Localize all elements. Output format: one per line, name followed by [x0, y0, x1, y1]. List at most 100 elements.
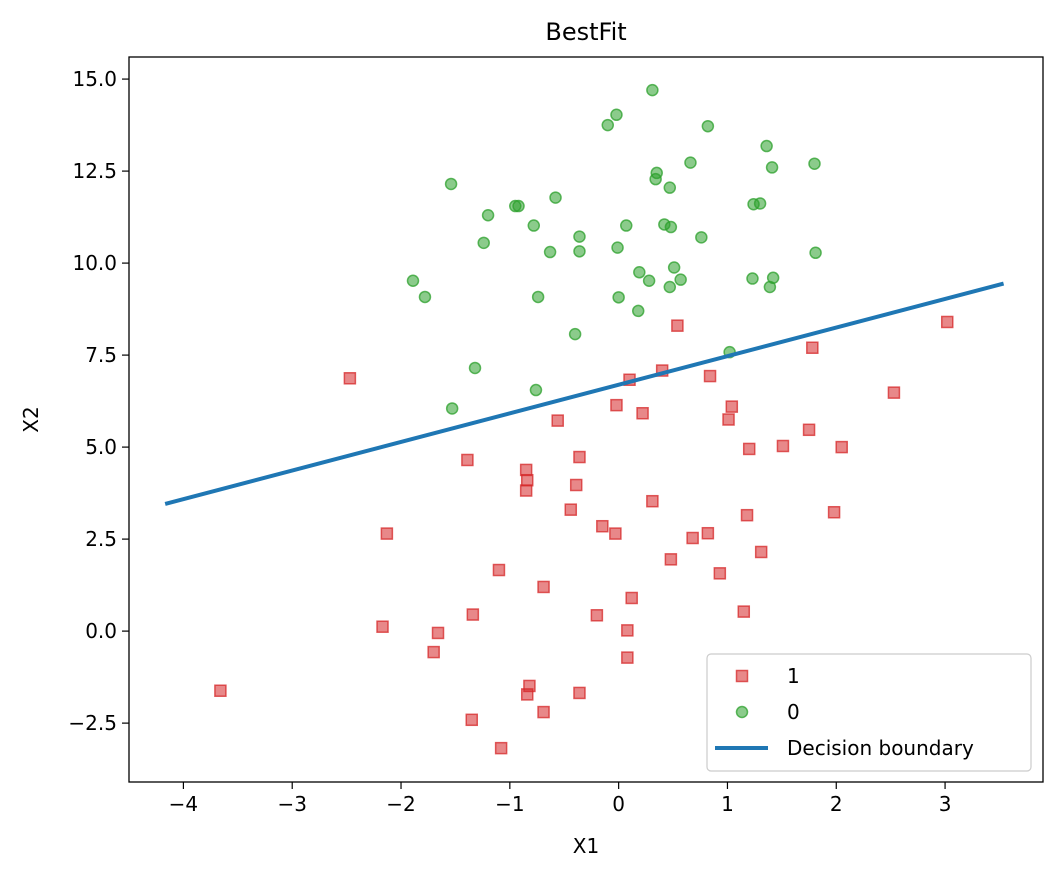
class-0-point	[481, 208, 495, 222]
plot-frame	[128, 56, 1044, 783]
class-1-point	[835, 440, 848, 454]
class-1-point	[551, 414, 564, 427]
class-1-point	[621, 624, 634, 637]
legend-square-swatch	[735, 669, 749, 683]
class-0-point	[527, 219, 541, 232]
class-0-point	[531, 290, 545, 304]
class-0-point	[445, 402, 459, 415]
class-1-point	[664, 553, 678, 566]
class-1-point	[742, 442, 756, 456]
class-0-point	[477, 236, 490, 250]
class-1-point	[596, 519, 609, 533]
x-tick-label: −1	[495, 792, 524, 816]
class-1-point	[887, 386, 901, 399]
class-0-point	[612, 291, 625, 304]
x-tick-label: 3	[939, 792, 952, 816]
class-1-point	[537, 580, 550, 594]
class-0-point	[760, 139, 773, 153]
class-1-point	[520, 688, 534, 701]
class-0-point	[631, 304, 645, 318]
x-tick-label: −2	[386, 792, 415, 816]
class-1-point	[609, 527, 622, 540]
class-1-point	[621, 651, 634, 664]
class-0-point	[649, 172, 662, 186]
class-0-point	[765, 161, 779, 174]
class-1-point	[725, 400, 739, 413]
class-1-point	[214, 684, 227, 697]
class-1-point	[827, 505, 841, 519]
class-1-point	[380, 527, 394, 540]
class-0-point	[406, 274, 420, 288]
class-1-point	[590, 609, 604, 622]
class-0-point	[746, 272, 759, 285]
class-1-point	[740, 508, 754, 522]
class-1-point	[461, 453, 474, 467]
class-1-point	[466, 608, 480, 621]
class-0-point	[763, 280, 777, 294]
class-0-point	[512, 199, 525, 213]
class-0-point	[529, 383, 543, 397]
legend-label: Decision boundary	[787, 736, 974, 760]
legend-circle-swatch	[735, 705, 749, 719]
class-1-point	[703, 369, 717, 383]
y-tick-label: 0.0	[85, 619, 117, 643]
x-tick-label: −3	[277, 792, 306, 816]
class-1-point	[610, 398, 623, 412]
x-axis-label: X1	[573, 834, 599, 858]
class-0-point	[468, 361, 482, 375]
x-tick-label: −4	[169, 792, 198, 816]
class-0-point	[664, 220, 678, 234]
class-0-point	[646, 83, 659, 97]
class-0-point	[568, 327, 582, 341]
class-1-point	[671, 319, 684, 332]
y-tick-label: 15.0	[72, 67, 117, 91]
class-1-point	[537, 705, 550, 719]
class-1-point	[573, 450, 586, 464]
class-0-point	[695, 231, 708, 244]
class-0-point	[620, 219, 633, 232]
class-1-point	[465, 713, 478, 727]
y-tick-label: 5.0	[85, 435, 117, 459]
class-1-point	[713, 567, 727, 580]
class-0-point	[809, 246, 822, 260]
plot-area-marks	[164, 83, 1005, 755]
y-tick-label: 10.0	[72, 251, 117, 275]
class-1-point	[646, 494, 659, 508]
class-0-point	[674, 273, 687, 286]
class-0-point	[418, 290, 432, 304]
class-0-point	[808, 157, 821, 170]
class-1-point	[701, 526, 715, 540]
class-1-point	[343, 372, 357, 385]
class-0-point	[701, 119, 715, 133]
class-1-point	[520, 473, 534, 487]
legend: 1 0 Decision boundary	[706, 653, 1032, 772]
class-0-point	[610, 108, 623, 122]
y-tick-label: 12.5	[72, 159, 117, 183]
y-tick-label: 7.5	[85, 343, 117, 367]
class-0-point	[684, 156, 697, 169]
class-1-point	[494, 741, 508, 755]
x-tick-label: 1	[721, 792, 734, 816]
class-1-point	[492, 563, 506, 577]
class-0-point	[573, 245, 586, 258]
chart-title: BestFit	[545, 18, 626, 46]
class-0-point	[667, 261, 681, 274]
class-1-point	[519, 463, 533, 477]
class-1-point	[431, 626, 445, 640]
class-1-point	[754, 545, 768, 559]
class-0-point	[642, 274, 656, 288]
class-1-point	[427, 645, 440, 659]
class-1-point	[569, 478, 583, 492]
class-0-point	[601, 118, 615, 132]
class-1-point	[737, 605, 751, 618]
class-1-point	[376, 620, 389, 633]
class-0-point	[611, 241, 624, 254]
legend-label: 1	[787, 664, 800, 688]
y-tick-label: −2.5	[68, 711, 117, 735]
class-1-point	[802, 423, 816, 437]
class-1-point	[564, 503, 578, 516]
class-1-point	[940, 315, 954, 329]
class-1-point	[776, 439, 790, 453]
class-0-point	[633, 266, 646, 279]
class-0-point	[663, 181, 677, 194]
